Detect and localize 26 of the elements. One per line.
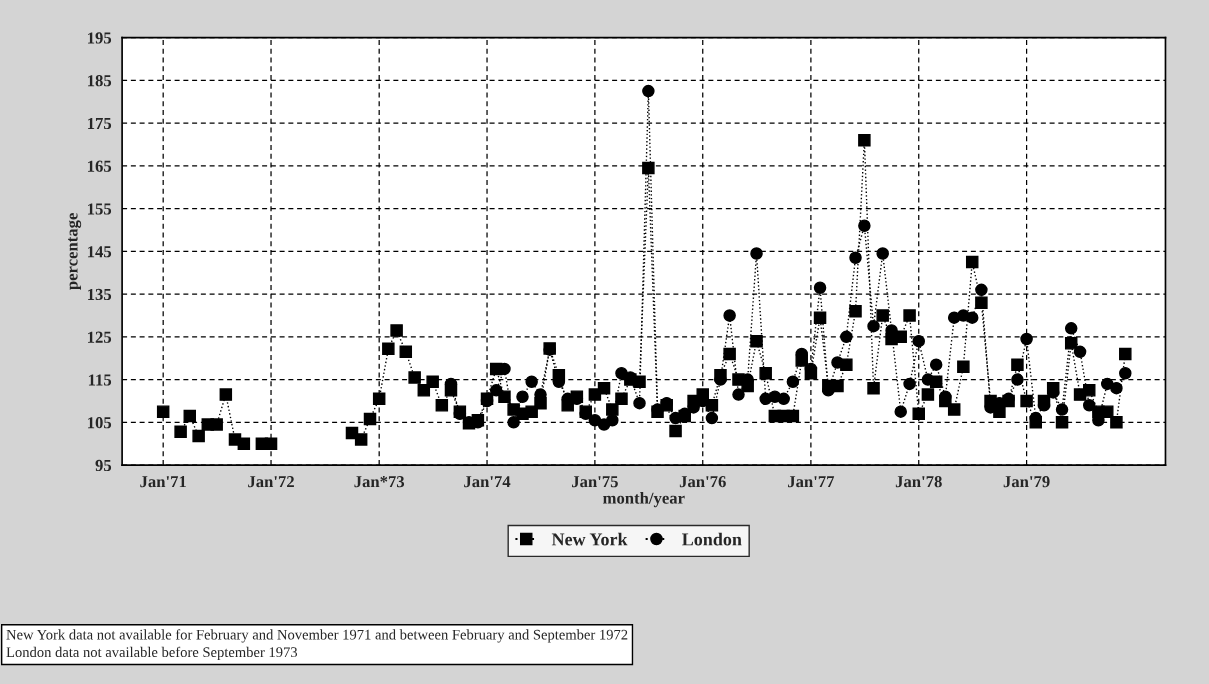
y-axis-title: percentage: [68, 213, 82, 290]
legend-label: New York: [551, 532, 628, 546]
x-tick-label: Jan*73: [354, 476, 405, 488]
y-tick-label: 185: [88, 75, 112, 87]
x-tick-label: Jan'78: [895, 476, 942, 488]
y-tick-label: 165: [88, 160, 112, 172]
x-tick-label: Jan'76: [679, 476, 726, 488]
x-tick-label: Jan'74: [464, 476, 511, 488]
y-tick-label: 175: [88, 117, 112, 130]
x-tick-label: Jan'72: [248, 476, 294, 488]
text: New York data not available for February and November 1971 and between February and September 1972: [6, 629, 628, 643]
x-axis-title: month/year: [603, 492, 685, 508]
y-tick-label: 155: [88, 203, 112, 215]
text: London data not available before September 1973: [6, 646, 298, 661]
y-tick-label: 135: [88, 288, 112, 301]
x-tick-label: Jan'79: [1003, 476, 1050, 488]
y-tick-label: 95: [95, 459, 112, 472]
y-tick-label: 195: [88, 32, 112, 44]
legend-label: London: [682, 532, 742, 546]
x-tick-label: Jan'75: [572, 476, 618, 488]
y-tick-label: 125: [88, 331, 112, 343]
y-tick-label: 145: [88, 246, 112, 258]
y-tick-label: 105: [88, 417, 112, 429]
x-tick-label: Jan'77: [788, 476, 835, 488]
x-tick-label: Jan'71: [140, 476, 186, 488]
y-tick-label: 115: [88, 374, 112, 386]
